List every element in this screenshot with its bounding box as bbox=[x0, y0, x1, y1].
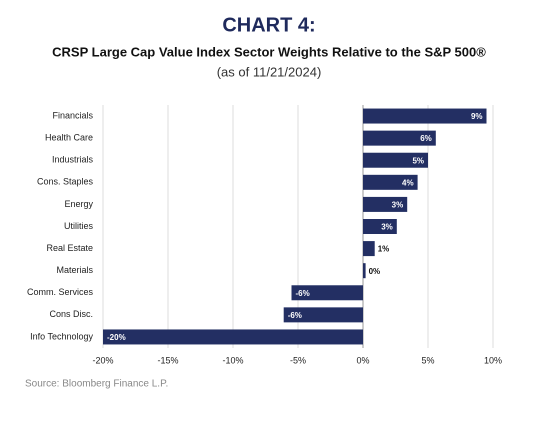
value-label: -20% bbox=[107, 333, 126, 342]
bar bbox=[363, 263, 366, 279]
value-label: -6% bbox=[288, 311, 302, 320]
chart-header: CHART 4: bbox=[222, 14, 315, 36]
bar bbox=[363, 130, 436, 146]
bar bbox=[363, 219, 397, 234]
category-label: Energy bbox=[64, 199, 93, 209]
bar bbox=[363, 241, 375, 257]
value-label: 0% bbox=[369, 267, 381, 276]
value-label: 3% bbox=[392, 201, 404, 210]
category-label: Financials bbox=[52, 110, 93, 120]
value-label: 3% bbox=[381, 223, 393, 232]
bar bbox=[363, 174, 418, 190]
x-tick-label: 10% bbox=[484, 355, 502, 365]
bar bbox=[363, 152, 428, 168]
source: Source: Bloomberg Finance L.P. bbox=[25, 379, 168, 390]
chart-subtitle: (as of 11/21/2024) bbox=[217, 64, 322, 79]
bar bbox=[363, 196, 408, 212]
x-tick-label: -5% bbox=[290, 355, 306, 365]
category-label: Cons. Staples bbox=[37, 177, 94, 187]
x-tick-label: -10% bbox=[222, 355, 243, 365]
category-label: Real Estate bbox=[46, 243, 93, 253]
bar bbox=[363, 108, 487, 124]
value-label: 6% bbox=[420, 134, 432, 143]
category-label: Cons Disc. bbox=[49, 309, 93, 319]
bar bbox=[103, 329, 363, 345]
x-tick-label: -15% bbox=[157, 355, 178, 365]
value-label: 5% bbox=[412, 156, 424, 165]
value-label: 9% bbox=[471, 112, 483, 121]
x-tick-label: -20% bbox=[92, 355, 113, 365]
value-label: -6% bbox=[296, 289, 310, 298]
category-label: Comm. Services bbox=[27, 287, 94, 297]
chart-title: CRSP Large Cap Value Index Sector Weight… bbox=[52, 44, 486, 59]
category-label: Utilities bbox=[64, 221, 94, 231]
category-label: Materials bbox=[56, 265, 93, 275]
category-label: Health Care bbox=[45, 133, 93, 143]
x-tick-label: 5% bbox=[421, 355, 434, 365]
bar bbox=[283, 307, 363, 323]
bar bbox=[291, 285, 363, 301]
value-label: 4% bbox=[402, 178, 414, 187]
category-label: Info Technology bbox=[30, 331, 93, 341]
value-label: 1% bbox=[378, 245, 390, 254]
x-tick-label: 0% bbox=[356, 355, 369, 365]
category-label: Industrials bbox=[52, 155, 94, 165]
